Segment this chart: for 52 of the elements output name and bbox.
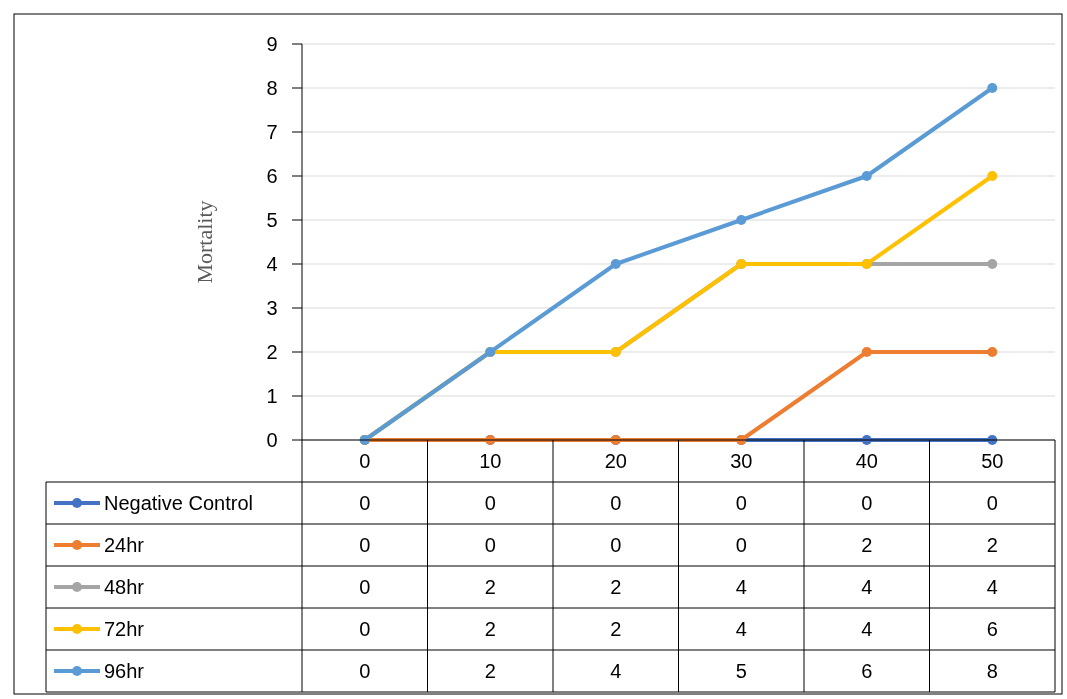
data-label: 8 <box>986 660 998 682</box>
data-label: 2 <box>986 534 998 556</box>
data-label: 0 <box>610 534 622 556</box>
data-label: 4 <box>861 618 873 640</box>
x-tick-label: 40 <box>855 450 878 472</box>
data-label: 4 <box>735 576 747 598</box>
x-tick-label: 20 <box>604 450 627 472</box>
y-tick-label: 8 <box>266 77 278 99</box>
data-label: 0 <box>484 534 496 556</box>
legend-label: 72hr <box>104 618 145 640</box>
data-label: 0 <box>359 534 371 556</box>
data-label: 0 <box>986 492 998 514</box>
y-tick-label: 9 <box>266 33 278 55</box>
data-label: 4 <box>735 618 747 640</box>
data-label: 5 <box>735 660 747 682</box>
data-label: 2 <box>861 534 873 556</box>
data-label: 2 <box>484 576 496 598</box>
legend-label: Negative Control <box>104 492 253 514</box>
x-tick-label: 10 <box>479 450 502 472</box>
x-tick-label: 30 <box>730 450 753 472</box>
data-label: 0 <box>735 492 747 514</box>
y-tick-label: 1 <box>266 385 278 407</box>
data-label: 6 <box>986 618 998 640</box>
data-label: 0 <box>484 492 496 514</box>
data-label: 0 <box>735 534 747 556</box>
legend-label: 48hr <box>104 576 145 598</box>
data-label: 0 <box>861 492 873 514</box>
data-label: 4 <box>610 660 622 682</box>
x-tick-label: 50 <box>981 450 1004 472</box>
y-tick-label: 4 <box>266 253 278 275</box>
data-label: 2 <box>610 618 622 640</box>
legend-label: 96hr <box>104 660 145 682</box>
data-label: 2 <box>484 660 496 682</box>
data-label: 4 <box>861 576 873 598</box>
y-tick-label: 5 <box>266 209 278 231</box>
data-label: 0 <box>359 618 371 640</box>
y-tick-label: 2 <box>266 341 278 363</box>
y-tick-label: 6 <box>266 165 278 187</box>
y-tick-label: 7 <box>266 121 278 143</box>
data-label: 0 <box>359 576 371 598</box>
x-tick-label: 0 <box>359 450 371 472</box>
data-label: 0 <box>359 660 371 682</box>
y-axis-title: Mortality <box>192 200 217 284</box>
data-label: 2 <box>610 576 622 598</box>
data-label: 0 <box>610 492 622 514</box>
data-label: 2 <box>484 618 496 640</box>
y-tick-label: 0 <box>266 429 278 451</box>
data-label: 6 <box>861 660 873 682</box>
y-tick-label: 3 <box>266 297 278 319</box>
legend-label: 24hr <box>104 534 145 556</box>
data-label: 4 <box>986 576 998 598</box>
data-label: 0 <box>359 492 371 514</box>
